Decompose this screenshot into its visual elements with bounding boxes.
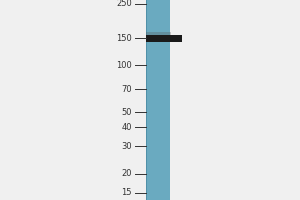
Text: 100: 100	[116, 61, 132, 70]
Text: 20: 20	[122, 169, 132, 178]
Text: 50: 50	[122, 108, 132, 117]
Bar	[146, 32, 171, 35]
Text: 15: 15	[122, 188, 132, 197]
Text: 70: 70	[122, 85, 132, 94]
Text: 150: 150	[116, 34, 132, 43]
Bar	[146, 35, 182, 42]
Text: 30: 30	[122, 142, 132, 151]
Bar	[146, 0, 170, 200]
Bar	[146, 0, 147, 200]
Text: 250: 250	[116, 0, 132, 8]
Text: 40: 40	[122, 123, 132, 132]
